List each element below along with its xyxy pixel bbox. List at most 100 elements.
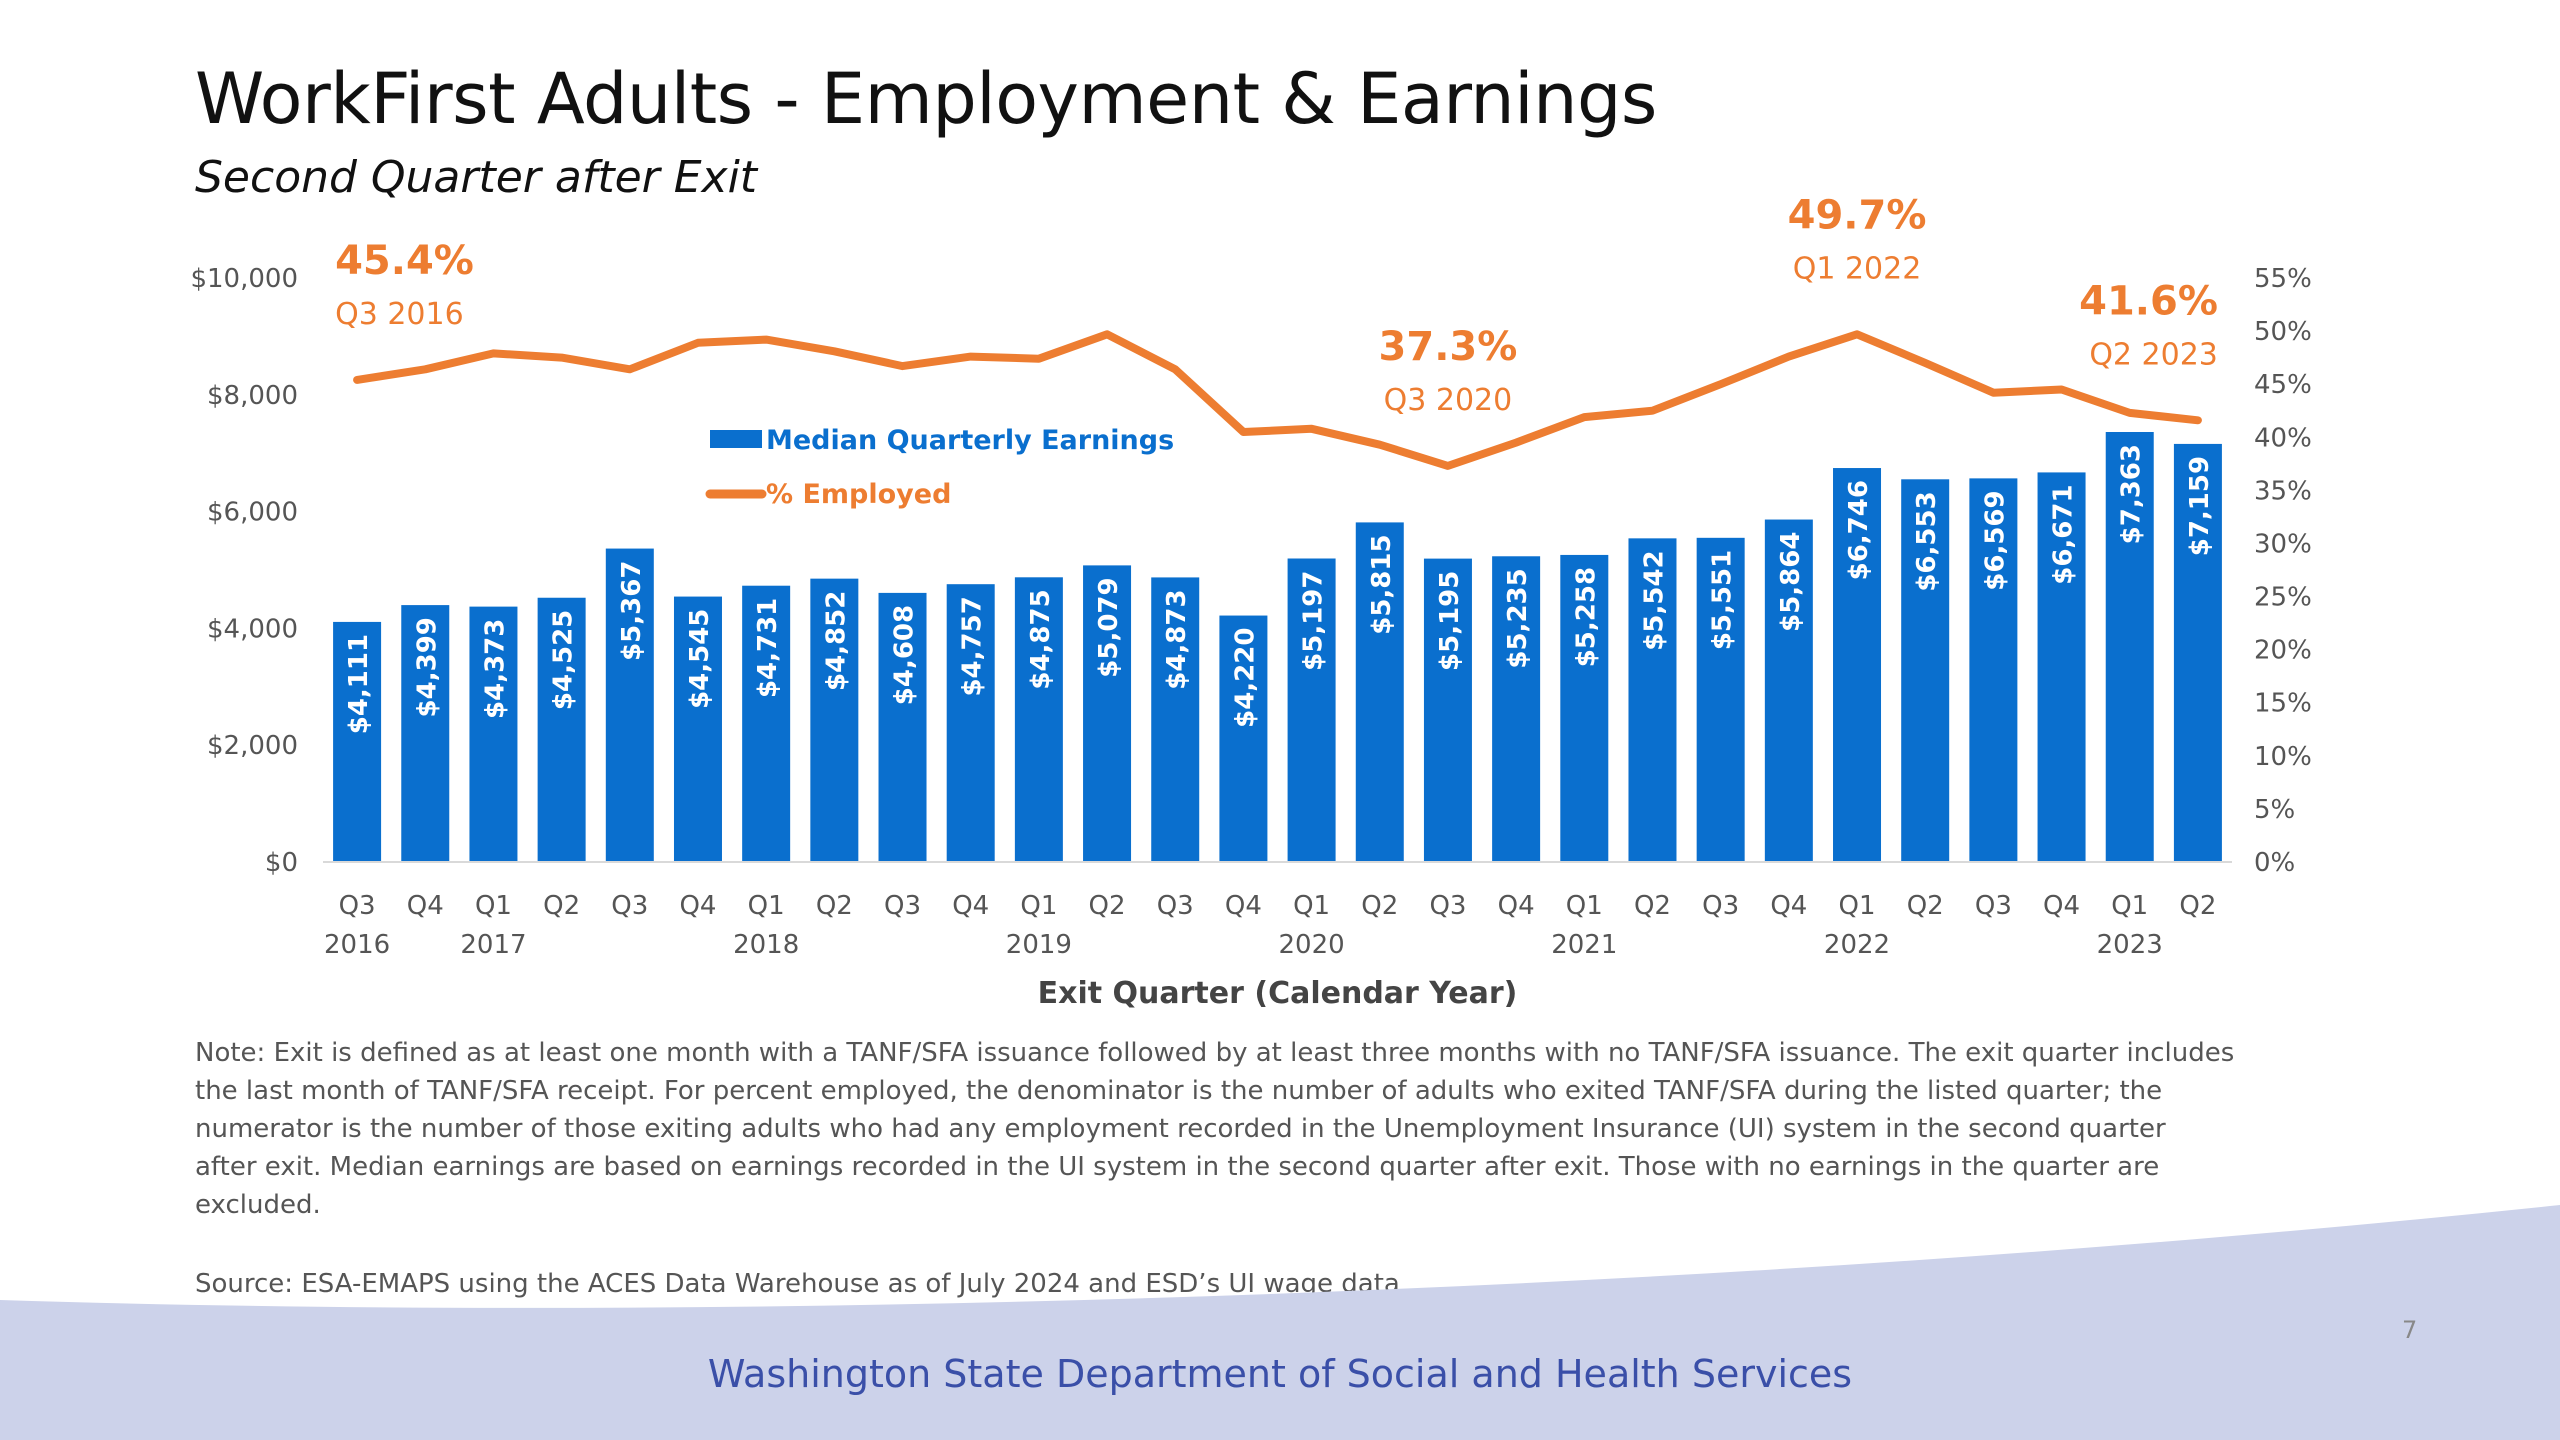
earnings-bar (1014, 577, 1063, 862)
bar-value-label: $6,671 (2049, 484, 2079, 584)
x-tick-label: Q2 (1361, 891, 1398, 921)
earnings-bar (401, 605, 450, 862)
x-tick-label: Q4 (1225, 891, 1262, 921)
bar-value-label: $6,553 (1912, 491, 1942, 591)
y-left-tick-label: $4,000 (207, 614, 298, 644)
y-right-tick-label: 15% (2254, 689, 2312, 719)
y-right-tick-label: 10% (2254, 742, 2312, 772)
y-right-tick-label: 55% (2254, 264, 2312, 294)
footer-wave (0, 1205, 2560, 1440)
employment-point (2060, 388, 2063, 391)
x-tick-label: Q3 (339, 891, 376, 921)
bar-value-label: $5,864 (1776, 532, 1806, 632)
bar-value-label: $4,875 (1026, 589, 1056, 689)
earnings-bar (2173, 443, 2222, 862)
y-right-tick-label: 45% (2254, 370, 2312, 400)
earnings-bar (1901, 479, 1950, 862)
bar-value-label: $4,525 (549, 610, 579, 710)
bar-value-label: $7,159 (2185, 456, 2215, 556)
earnings-bar (946, 584, 995, 862)
bar-value-label: $4,399 (412, 617, 442, 717)
earnings-bar (1151, 577, 1200, 862)
earnings-bar (1696, 537, 1745, 862)
employment-point (696, 341, 699, 344)
bar-value-label: $4,731 (753, 598, 783, 698)
x-year-label: 2016 (324, 930, 390, 960)
y-right-tick-label: 5% (2254, 795, 2295, 825)
employment-point (424, 368, 427, 371)
x-tick-label: Q4 (1498, 891, 1535, 921)
bar-value-label: $5,815 (1367, 534, 1397, 634)
x-tick-label: Q2 (2179, 891, 2216, 921)
employment-point (1787, 355, 1790, 358)
earnings-bar (673, 596, 722, 862)
x-tick-label: Q4 (1770, 891, 1807, 921)
x-tick-label: Q2 (1089, 891, 1126, 921)
y-left-tick-label: $10,000 (190, 264, 298, 294)
annotation-quarter: Q3 2020 (1384, 383, 1513, 418)
y-right-tick-label: 50% (2254, 317, 2312, 347)
earnings-bar (1287, 558, 1336, 862)
x-tick-label: Q4 (679, 891, 716, 921)
employment-point (1037, 357, 1040, 360)
employment-point (1515, 441, 1518, 444)
annotation-quarter: Q1 2022 (1793, 251, 1922, 286)
x-tick-label: Q1 (2111, 891, 2148, 921)
y-right-tick-label: 25% (2254, 583, 2312, 613)
slide-subtitle: Second Quarter after Exit (195, 152, 758, 203)
earnings-bar (1423, 558, 1472, 862)
earnings-bar (810, 578, 859, 862)
bar-value-label: $4,545 (685, 609, 715, 709)
employment-point (1651, 409, 1654, 412)
bar-value-label: $5,197 (1299, 570, 1329, 670)
employment-point (1856, 333, 1859, 336)
chart-source: Source: ESA-EMAPS using the ACES Data Wa… (195, 1269, 1400, 1299)
earnings-bar (1628, 538, 1677, 862)
y-right-tick-label: 35% (2254, 476, 2312, 506)
bar-value-label: $6,746 (1844, 480, 1874, 580)
earnings-bar (333, 621, 382, 862)
bar-value-label: $5,079 (1094, 577, 1124, 677)
employment-point (1992, 391, 1995, 394)
page-number: 7 (2402, 1316, 2418, 1344)
annotation-value: 37.3% (1379, 324, 1518, 370)
annotation-quarter: Q2 2023 (2089, 337, 2218, 372)
employment-point (1174, 368, 1177, 371)
x-tick-label: Q2 (816, 891, 853, 921)
x-tick-label: Q3 (1702, 891, 1739, 921)
employment-point (833, 350, 836, 353)
x-year-label: 2021 (1551, 930, 1617, 960)
annotation-value: 49.7% (1788, 192, 1927, 238)
employment-point (969, 355, 972, 358)
footer-organization: Washington State Department of Social an… (707, 1352, 1853, 1396)
x-year-label: 2019 (1006, 930, 1072, 960)
x-tick-label: Q1 (1839, 891, 1876, 921)
bar-value-label: $5,551 (1708, 550, 1738, 650)
y-left-tick-label: $8,000 (207, 381, 298, 411)
earnings-bar (1560, 554, 1609, 862)
employment-point (560, 356, 563, 359)
employment-point (1242, 430, 1245, 433)
employment-point (356, 378, 359, 381)
employment-point (1924, 361, 1927, 364)
bar-value-label: $7,363 (2117, 444, 2147, 544)
bar-value-label: $4,852 (821, 591, 851, 691)
earnings-bar (469, 606, 518, 862)
annotation-value: 45.4% (335, 238, 474, 284)
employment-point (2128, 411, 2131, 414)
earnings-bar (1764, 519, 1813, 862)
x-year-label: 2022 (1824, 930, 1890, 960)
x-tick-label: Q1 (1020, 891, 1057, 921)
slide-title: WorkFirst Adults - Employment & Earnings (195, 58, 1657, 140)
y-left-tick-label: $2,000 (207, 731, 298, 761)
x-tick-label: Q1 (1293, 891, 1330, 921)
employment-point (1583, 416, 1586, 419)
employment-point (1719, 383, 1722, 386)
earnings-bar (605, 548, 654, 862)
x-axis-title: Exit Quarter (Calendar Year) (1038, 976, 1518, 1011)
y-left-tick-label: $6,000 (207, 498, 298, 528)
earnings-bar (1355, 522, 1404, 862)
x-tick-label: Q4 (2043, 891, 2080, 921)
x-tick-label: Q3 (1429, 891, 1466, 921)
legend-label-employed: % Employed (766, 479, 951, 510)
